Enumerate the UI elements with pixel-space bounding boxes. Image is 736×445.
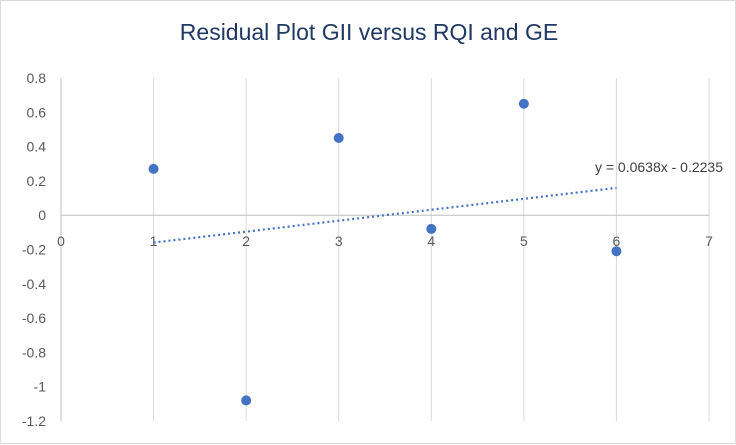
- y-tick-label-2: 0.4: [27, 139, 47, 155]
- x-tick-label-3: 3: [335, 233, 343, 249]
- y-tick-label-7: -0.6: [22, 310, 46, 326]
- y-tick-label-3: 0.2: [27, 173, 47, 189]
- data-point-5: [518, 98, 529, 109]
- x-tick-label-7: 7: [705, 233, 713, 249]
- data-point-4: [426, 223, 437, 234]
- x-tick-label-6: 6: [613, 233, 621, 249]
- x-tick-label-1: 1: [150, 233, 158, 249]
- y-tick-label-1: 0.6: [27, 104, 47, 120]
- y-tick-label-6: -0.4: [22, 276, 46, 292]
- y-tick-label-4: 0: [38, 207, 46, 223]
- data-point-2: [241, 395, 252, 406]
- data-point-3: [333, 133, 344, 144]
- y-tick-label-5: -0.2: [22, 242, 46, 258]
- y-tick-label-8: -0.8: [22, 344, 46, 360]
- x-tick-label-2: 2: [242, 233, 250, 249]
- trendline-equation: y = 0.0638x - 0.2235: [595, 159, 723, 175]
- data-point-6: [611, 246, 622, 257]
- y-tick-label-9: -1: [34, 379, 47, 395]
- chart-title: Residual Plot GII versus RQI and GE: [179, 19, 559, 45]
- x-tick-label-4: 4: [427, 233, 435, 249]
- data-point-1: [148, 163, 159, 174]
- x-tick-label-5: 5: [520, 233, 528, 249]
- y-tick-label-0: 0.8: [27, 70, 47, 86]
- y-tick-label-10: -1.2: [22, 413, 46, 429]
- x-tick-label-0: 0: [57, 233, 65, 249]
